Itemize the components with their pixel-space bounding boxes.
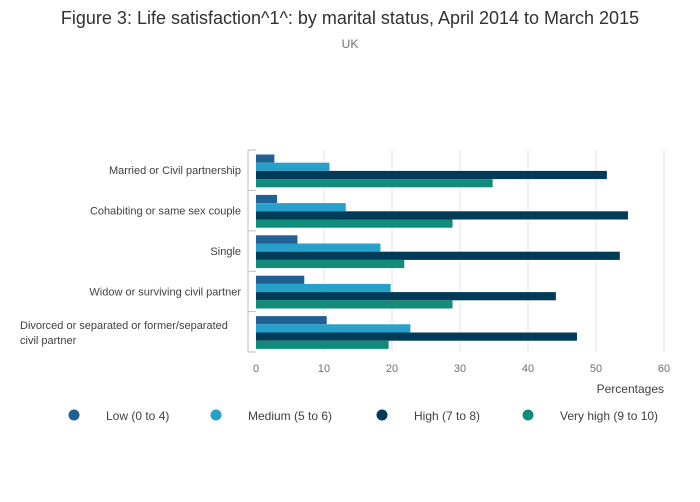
legend-marker [68,409,80,421]
bar [256,203,346,212]
legend-marker [522,409,534,421]
bars [256,154,628,349]
bar [256,332,577,341]
bar [256,251,620,260]
x-tick-label: 60 [658,363,670,375]
bar [256,275,305,284]
category-label: civil partner [20,335,77,347]
category-label: Cohabiting or same sex couple [90,206,241,218]
bar [256,235,298,244]
bar [256,194,278,204]
x-tick-label: 10 [318,363,330,375]
category-label: Single [210,246,241,258]
bar [256,162,330,171]
category-label: Widow or surviving civil partner [89,286,241,298]
chart-title: Figure 3: Life satisfaction^1^: by marit… [61,8,639,28]
legend-marker [376,409,388,421]
legend-marker [210,409,222,421]
bar [256,283,391,293]
x-tick-label: 20 [386,363,398,375]
bar [256,340,389,349]
bar [256,170,607,180]
bar [256,219,453,228]
bar [256,211,628,220]
x-tick-label: 50 [590,363,602,375]
x-tick-label: 30 [454,363,466,375]
bar [256,259,405,269]
legend: Low (0 to 4) Medium (5 to 6) High (7 to 8)… [68,409,658,423]
x-tick-label: 0 [253,363,259,375]
bar [256,179,493,188]
bar [256,292,556,301]
bar [256,324,411,333]
bar [256,300,453,309]
chart-subtitle: UK [342,37,359,51]
category-label: Married or Civil partnership [109,165,241,177]
x-axis-title: Percentages [597,382,664,396]
bar [256,243,381,252]
category-label: Divorced or separated or former/separate… [20,320,228,332]
bar [256,154,275,163]
legend-label: Very high (9 to 10) [560,409,658,423]
x-tick-labels: 0 10 20 30 40 50 60 [253,363,670,375]
legend-label: Low (0 to 4) [106,409,169,423]
x-tick-label: 40 [522,363,534,375]
bar [256,316,327,325]
legend-label: High (7 to 8) [414,409,480,423]
category-labels: Married or Civil partnership Cohabiting o… [20,165,241,347]
legend-label: Medium (5 to 6) [248,409,332,423]
